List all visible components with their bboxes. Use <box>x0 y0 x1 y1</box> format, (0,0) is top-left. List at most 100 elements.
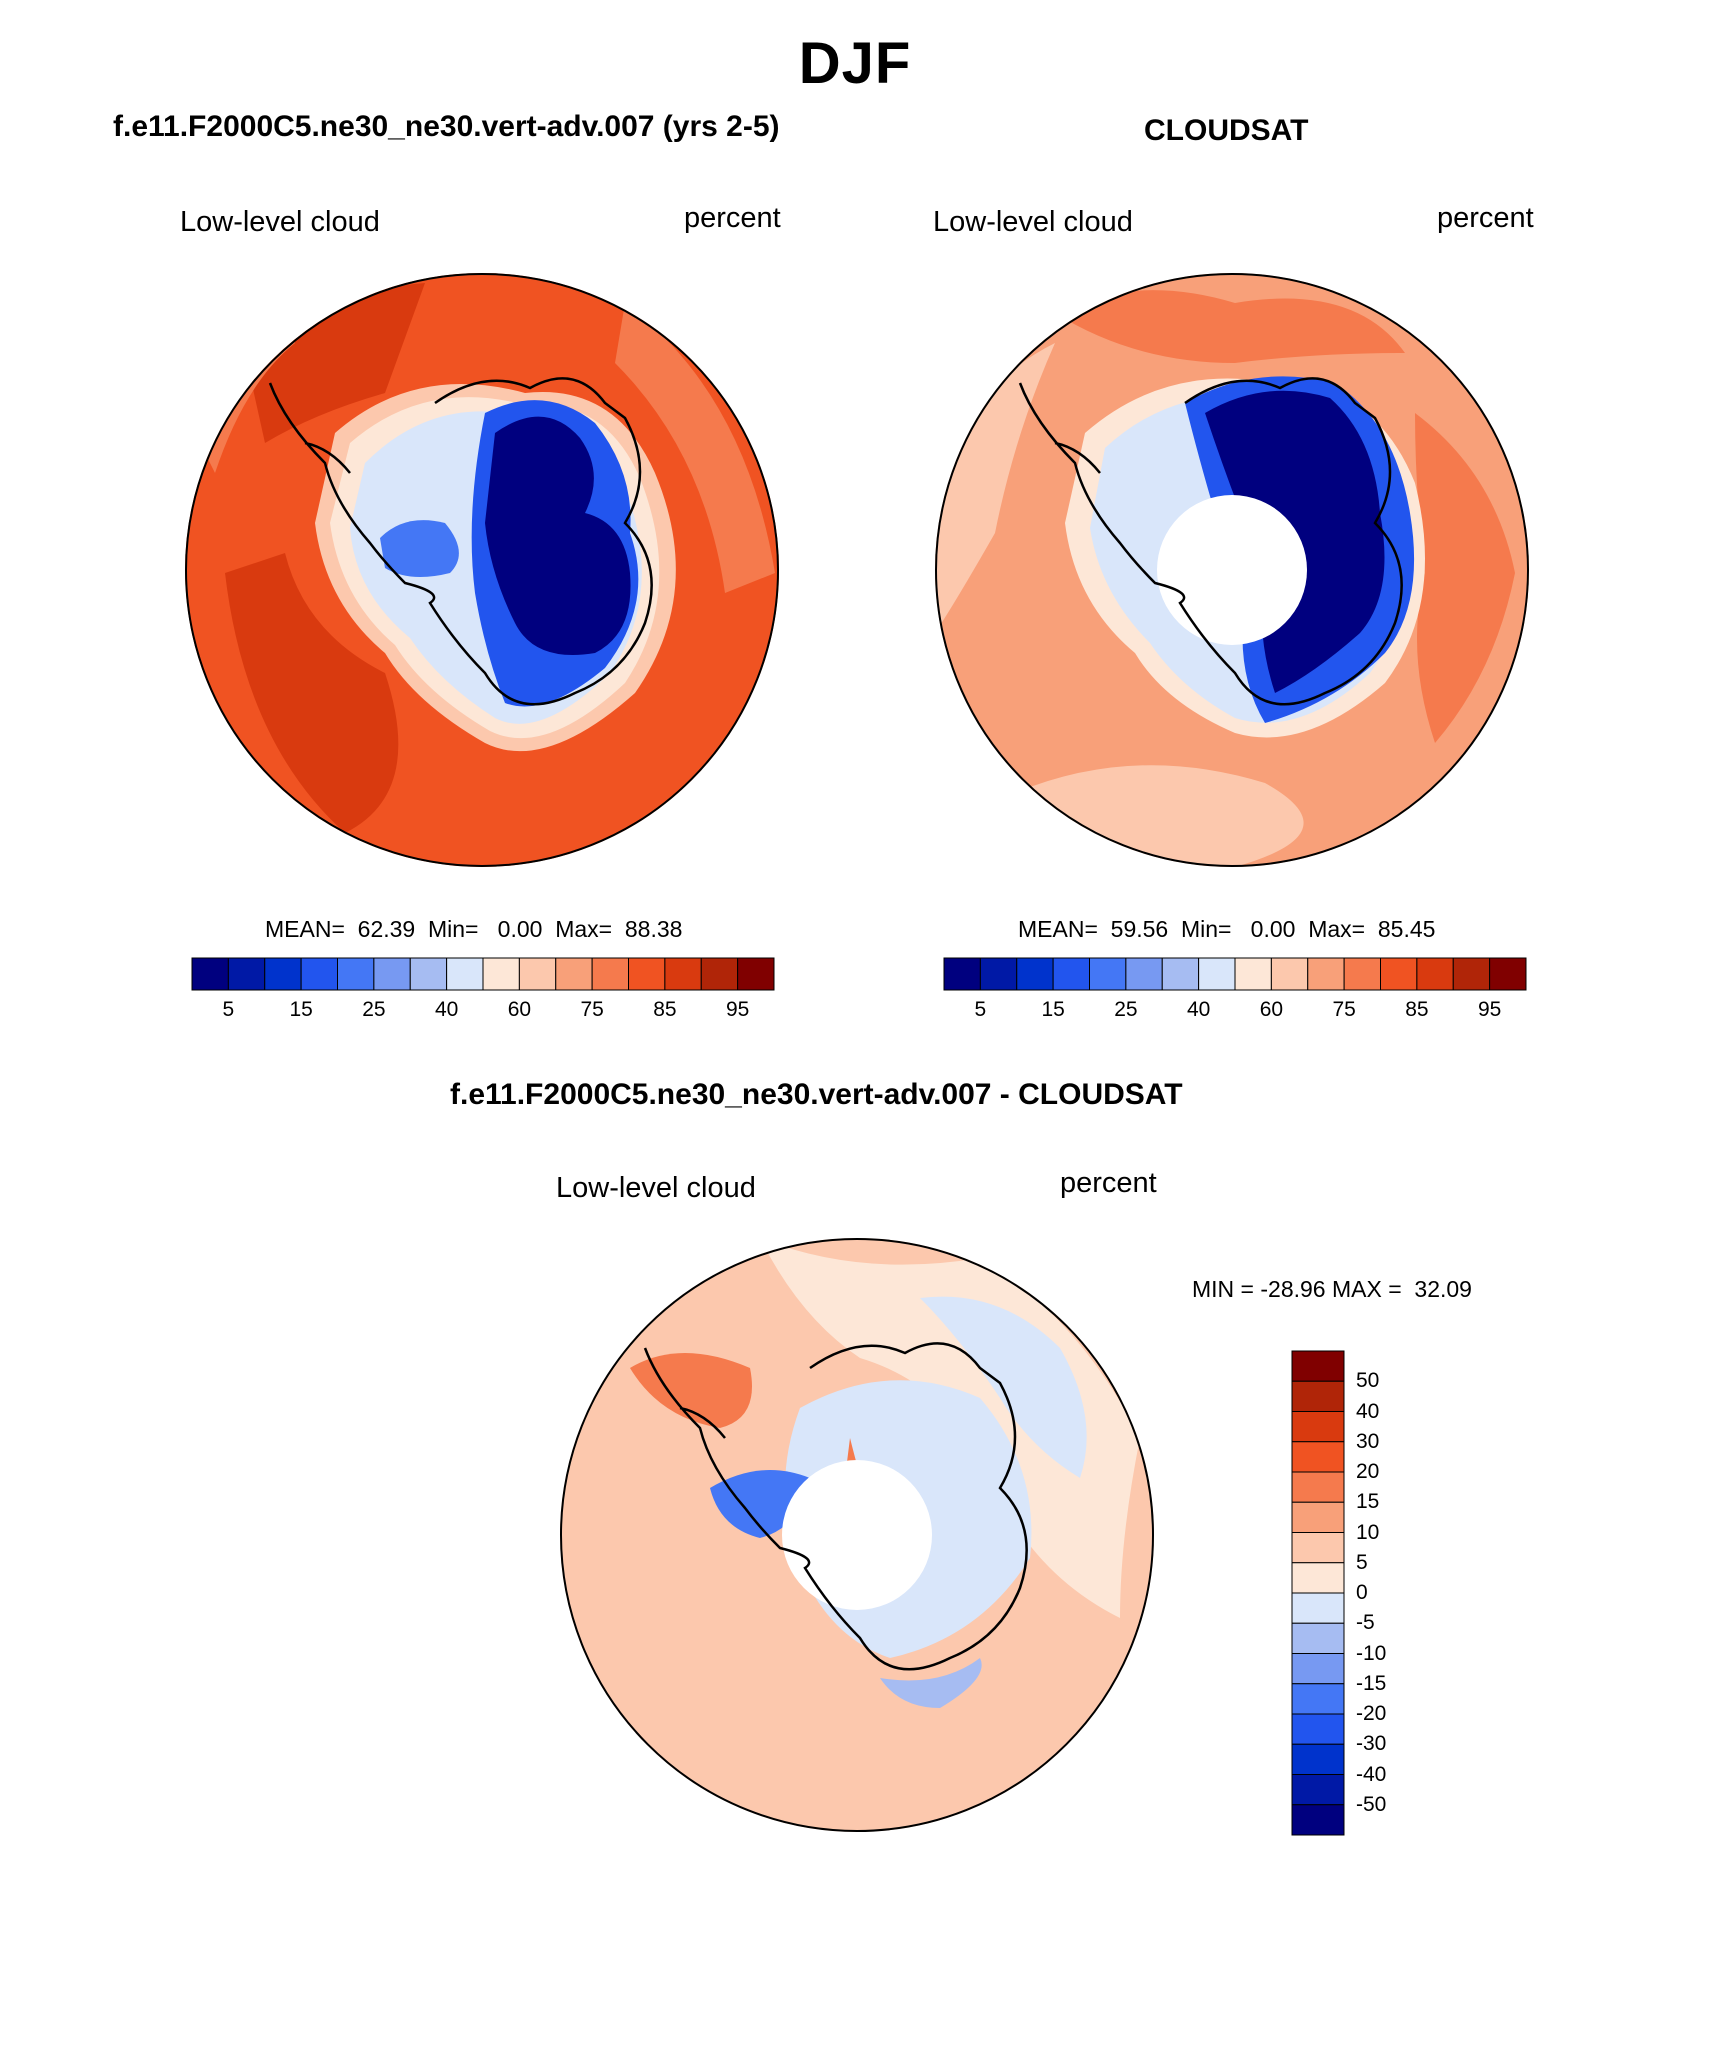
colorbar-swatch <box>1291 1653 1345 1685</box>
obs-polar-map <box>935 273 1529 867</box>
colorbar-swatch <box>1291 1683 1345 1715</box>
ocean-high-patch <box>225 553 399 833</box>
colorbar-tick-label: 50 <box>1356 1369 1380 1393</box>
diff-near-zero-patch <box>760 1238 1140 1618</box>
diff-panel-title: f.e11.F2000C5.ne30_ne30.vert-adv.007 - C… <box>450 1078 1183 1111</box>
diff-positive-patch <box>630 1353 752 1428</box>
colorbar-tick-label: 40 <box>1186 998 1211 1021</box>
colorbar-swatch <box>1052 957 1090 991</box>
colorbar-tick-label: 40 <box>1356 1399 1380 1423</box>
missing-data-hole <box>782 1460 932 1610</box>
colorbar-tick-label: 10 <box>1356 1520 1380 1544</box>
ocean-low-patch <box>935 343 1055 633</box>
colorbar-swatch <box>664 957 702 991</box>
colorbar-tick-label: -40 <box>1356 1762 1387 1786</box>
colorbar-tick-label: 85 <box>653 998 677 1021</box>
colorbar-swatch <box>1291 1471 1345 1503</box>
colorbar-swatch <box>1291 1592 1345 1624</box>
colorbar-swatch <box>1089 957 1127 991</box>
colorbar-swatch <box>1291 1774 1345 1806</box>
colorbar-swatch <box>227 957 266 991</box>
colorbar-swatch <box>373 957 411 991</box>
map-boundary <box>935 273 1529 867</box>
colorbar-swatch <box>1161 957 1200 991</box>
colorbar-swatch <box>700 957 739 991</box>
colorbar-swatch <box>1291 1622 1345 1654</box>
diff-negative-patch <box>880 1658 982 1708</box>
colorbar-swatch <box>1125 957 1163 991</box>
colorbar-tick-label: 0 <box>1356 1581 1368 1604</box>
colorbar-tick-label: -30 <box>1356 1732 1387 1756</box>
diff-units-label: percent <box>1060 1167 1157 1199</box>
ocean-high-patch <box>1055 290 1405 363</box>
colorbar-tick-label: 25 <box>1114 998 1138 1021</box>
colorbar-tick-label: -5 <box>1356 1611 1375 1635</box>
colorbar-tick-label: 75 <box>1332 998 1356 1021</box>
colorbar-swatch <box>628 957 666 991</box>
obs-colorbar <box>943 957 1527 991</box>
diff-variable-label: Low-level cloud <box>556 1172 756 1204</box>
colorbar-tick-label: 5 <box>974 998 987 1021</box>
model-stats: MEAN= 62.39 Min= 0.00 Max= 88.38 <box>265 916 683 942</box>
colorbar-swatch <box>1307 957 1345 991</box>
colorbar-tick-label: 20 <box>1356 1460 1380 1483</box>
colorbar-swatch <box>979 957 1018 991</box>
colorbar-swatch <box>409 957 448 991</box>
ocean-high-patch <box>1415 413 1515 743</box>
diff-stats: MIN = -28.96 MAX = 32.09 <box>1192 1276 1472 1302</box>
colorbar-tick-label: 85 <box>1405 998 1429 1021</box>
colorbar-swatch <box>1291 1804 1345 1836</box>
colorbar-swatch <box>1416 957 1454 991</box>
colorbar-swatch <box>1343 957 1381 991</box>
colorbar-swatch <box>1291 1441 1345 1473</box>
colorbar-tick-label: 60 <box>507 998 532 1021</box>
colorbar-tick-label: 95 <box>725 998 750 1021</box>
colorbar-swatch <box>591 957 629 991</box>
colorbar-swatch <box>1489 957 1527 991</box>
colorbar-tick-label: 5 <box>222 998 235 1021</box>
colorbar-swatch <box>191 957 229 991</box>
ocean-edge-patch <box>615 303 775 593</box>
model-variable-label: Low-level cloud <box>180 206 380 238</box>
colorbar-swatch <box>1270 957 1309 991</box>
antarctic-coastline <box>643 1342 1028 1671</box>
colorbar-swatch <box>337 957 375 991</box>
colorbar-tick-label: -10 <box>1356 1641 1387 1665</box>
colorbar-swatch <box>943 957 981 991</box>
colorbar-swatch <box>737 957 775 991</box>
colorbar-swatch <box>1291 1411 1345 1443</box>
colorbar-tick-label: -20 <box>1356 1702 1387 1725</box>
obs-panel-title: CLOUDSAT <box>1144 114 1309 147</box>
colorbar-swatch <box>1291 1713 1345 1745</box>
colorbar-swatch <box>300 957 338 991</box>
antarctic-coastline <box>1018 377 1403 706</box>
colorbar-tick-label: 15 <box>1356 1490 1380 1514</box>
colorbar-swatch <box>518 957 557 991</box>
model-polar-map <box>185 273 779 867</box>
page-title: DJF <box>798 31 912 96</box>
colorbar-swatch <box>1291 1562 1345 1594</box>
colorbar-tick-label: 40 <box>434 998 459 1021</box>
colorbar-swatch <box>1291 1501 1345 1533</box>
colorbar-swatch <box>1291 1532 1345 1564</box>
model-panel-title: f.e11.F2000C5.ne30_ne30.vert-adv.007 (yr… <box>113 110 780 143</box>
colorbar-tick-label: 15 <box>289 998 313 1021</box>
diff-colorbar <box>1291 1350 1345 1836</box>
colorbar-tick-label: 30 <box>1356 1429 1380 1453</box>
colorbar-swatch <box>1291 1743 1345 1775</box>
map-boundary <box>185 273 779 867</box>
missing-data-hole <box>1157 495 1307 645</box>
antarctic-coastline <box>268 377 653 706</box>
colorbar-tick-label: -50 <box>1356 1792 1387 1816</box>
colorbar-swatch <box>1234 957 1272 991</box>
colorbar-swatch <box>264 957 302 991</box>
colorbar-swatch <box>555 957 593 991</box>
map-boundary <box>560 1238 1154 1832</box>
colorbar-tick-label: 60 <box>1259 998 1284 1021</box>
colorbar-tick-label: 25 <box>362 998 386 1021</box>
colorbar-swatch <box>482 957 520 991</box>
colorbar-tick-label: 5 <box>1356 1550 1368 1574</box>
obs-stats: MEAN= 59.56 Min= 0.00 Max= 85.45 <box>1018 916 1436 942</box>
colorbar-tick-label: 75 <box>580 998 604 1021</box>
model-colorbar <box>191 957 775 991</box>
